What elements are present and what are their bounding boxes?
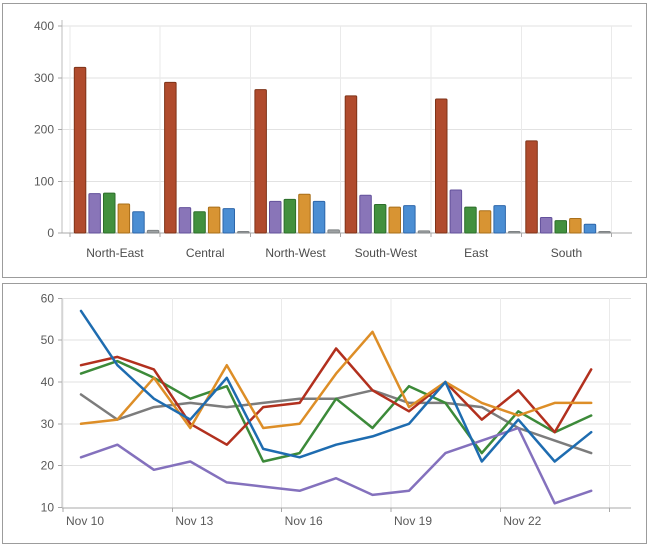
bar-rust-north-west (254, 89, 267, 234)
y-axis-tick-label: 20 (41, 459, 55, 473)
y-axis-tick-label: 30 (41, 417, 55, 431)
y-axis-tick-label: 60 (41, 291, 55, 305)
bar-blue-south-west (403, 205, 416, 234)
bar-orange-south-west (388, 206, 401, 234)
x-axis-tick-label: Nov 16 (285, 514, 323, 528)
bar-green-central (193, 211, 206, 234)
line-chart-panel: 10 20 30 40 50 60 Nov 10 Nov 13 Nov 16 Nov 19 Nov … (2, 283, 647, 544)
y-axis-tick-label: 100 (34, 174, 54, 188)
bar-purple-north-west (269, 200, 282, 234)
bar-green-south-west (373, 204, 387, 234)
bar-purple-north-east (88, 193, 101, 234)
bar-orange-east (478, 210, 492, 234)
bar-rust-south (525, 140, 538, 234)
bar-chart-panel: 0 100 200 300 400 North-East Central North-West… (2, 3, 647, 278)
y-axis-tick-label: 300 (34, 71, 54, 85)
bar-green-north-east (103, 192, 116, 234)
line-chart: 10 20 30 40 50 60 Nov 10 Nov 13 Nov 16 Nov 19 Nov … (41, 291, 631, 528)
bar-purple-east (449, 189, 463, 234)
x-axis-tick-label: Nov 22 (503, 514, 541, 528)
bar-gray-north-east (146, 229, 160, 234)
line-series-orange (79, 330, 593, 430)
x-axis-category-label: East (464, 246, 489, 260)
y-axis-tick-label: 0 (47, 226, 54, 240)
bar-gray-east (508, 230, 521, 234)
bar-gray-south (598, 231, 611, 234)
bar-rust-central (164, 81, 177, 234)
x-axis-category-label: North-East (86, 246, 144, 260)
line-series-blue (79, 309, 593, 463)
x-axis-category-label: South-West (355, 246, 418, 260)
bar-orange-north-east (117, 203, 131, 234)
y-axis-tick-label: 40 (41, 375, 55, 389)
bar-orange-north-west (298, 193, 311, 234)
bar-blue-south (583, 223, 597, 234)
x-axis-category-label: South (551, 246, 582, 260)
x-axis-tick-label: Nov 10 (66, 514, 104, 528)
bar-orange-south (569, 218, 582, 234)
bar-green-north-west (283, 198, 297, 234)
bar-blue-central (222, 208, 235, 234)
bar-blue-east (493, 205, 506, 234)
bar-green-east (464, 206, 477, 234)
line-series-red (79, 347, 593, 446)
bar-blue-north-east (132, 211, 145, 234)
bar-purple-south (539, 216, 553, 234)
bar-orange-central (207, 206, 221, 234)
x-axis-category-label: Central (186, 246, 225, 260)
x-axis-tick-label: Nov 19 (394, 514, 432, 528)
bar-chart: 0 100 200 300 400 North-East Central North-West… (34, 19, 632, 260)
bar-gray-north-west (327, 229, 340, 234)
y-axis-tick-label: 10 (41, 501, 55, 515)
bar-purple-south-west (359, 194, 372, 234)
x-axis-tick-label: Nov 13 (175, 514, 213, 528)
bar-rust-north-east (73, 66, 87, 234)
bar-purple-central (178, 207, 192, 234)
bar-green-south (554, 220, 567, 234)
bar-gray-central (237, 230, 250, 234)
y-axis-tick-label: 200 (34, 123, 54, 137)
x-axis-category-label: North-West (265, 246, 326, 260)
y-axis-tick-label: 400 (34, 19, 54, 33)
line-series-green (79, 359, 593, 463)
bar-rust-east (435, 98, 448, 234)
y-axis-tick-label: 50 (41, 333, 55, 347)
bar-gray-south-west (417, 230, 431, 234)
bar-blue-north-west (312, 200, 326, 234)
bar-rust-south-west (344, 95, 358, 234)
